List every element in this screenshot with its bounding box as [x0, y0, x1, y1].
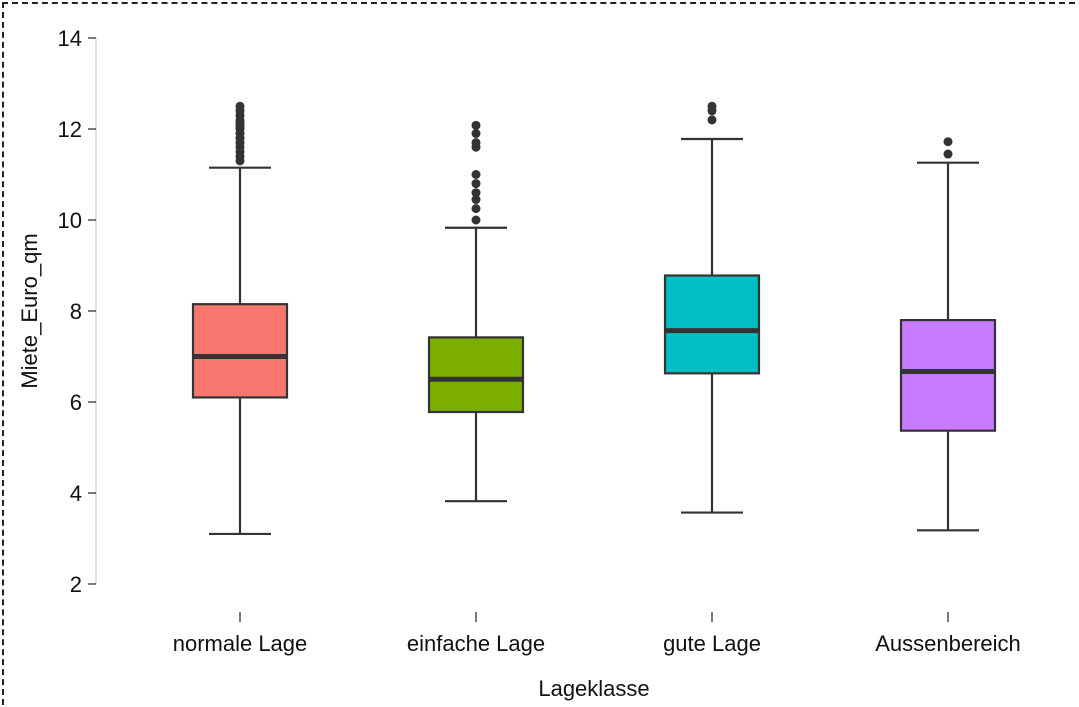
y-tick-label: 6 — [70, 390, 82, 415]
outlier-point — [471, 188, 481, 198]
x-tick-label: Aussenbereich — [875, 631, 1021, 656]
x-tick-label: gute Lage — [663, 631, 761, 656]
y-tick-label: 4 — [70, 481, 82, 506]
iqr-box — [899, 319, 997, 432]
boxes — [191, 101, 997, 536]
y-axis-title: Miete_Euro_qm — [17, 233, 42, 388]
x-tick-label: normale Lage — [173, 631, 308, 656]
outlier-point — [943, 137, 953, 147]
x-tick-label: einfache Lage — [407, 631, 545, 656]
outlier-point — [471, 170, 481, 179]
y-tick-label: 14 — [58, 26, 82, 51]
outlier-point — [471, 179, 481, 189]
outlier-point — [943, 149, 953, 159]
outlier-point — [471, 120, 481, 130]
outlier-point — [707, 115, 717, 125]
y-tick-label: 12 — [58, 117, 82, 142]
box-einfache-lage — [427, 120, 525, 503]
iqr-box — [663, 274, 761, 375]
iqr-box — [427, 336, 525, 414]
outlier-point — [471, 138, 481, 148]
x-axis-title: Lageklasse — [538, 676, 649, 701]
iqr-box — [191, 303, 289, 399]
outlier-point — [235, 101, 245, 111]
box-normale-lage — [191, 101, 289, 536]
y-axis: 2 4 6 8 10 12 14 — [58, 26, 97, 597]
outlier-point — [471, 204, 481, 214]
outlier-point — [707, 101, 717, 111]
y-tick-label: 2 — [70, 572, 82, 597]
y-tick-label: 10 — [58, 208, 82, 233]
x-axis: normale Lage einfache Lage gute Lage Aussen… — [173, 612, 1021, 656]
outlier-point — [471, 195, 481, 205]
box-aussenbereich — [899, 137, 997, 532]
outlier-point — [471, 129, 481, 139]
box-gute-lage — [663, 101, 761, 514]
y-tick-label: 8 — [70, 299, 82, 324]
outlier-point — [471, 215, 481, 225]
